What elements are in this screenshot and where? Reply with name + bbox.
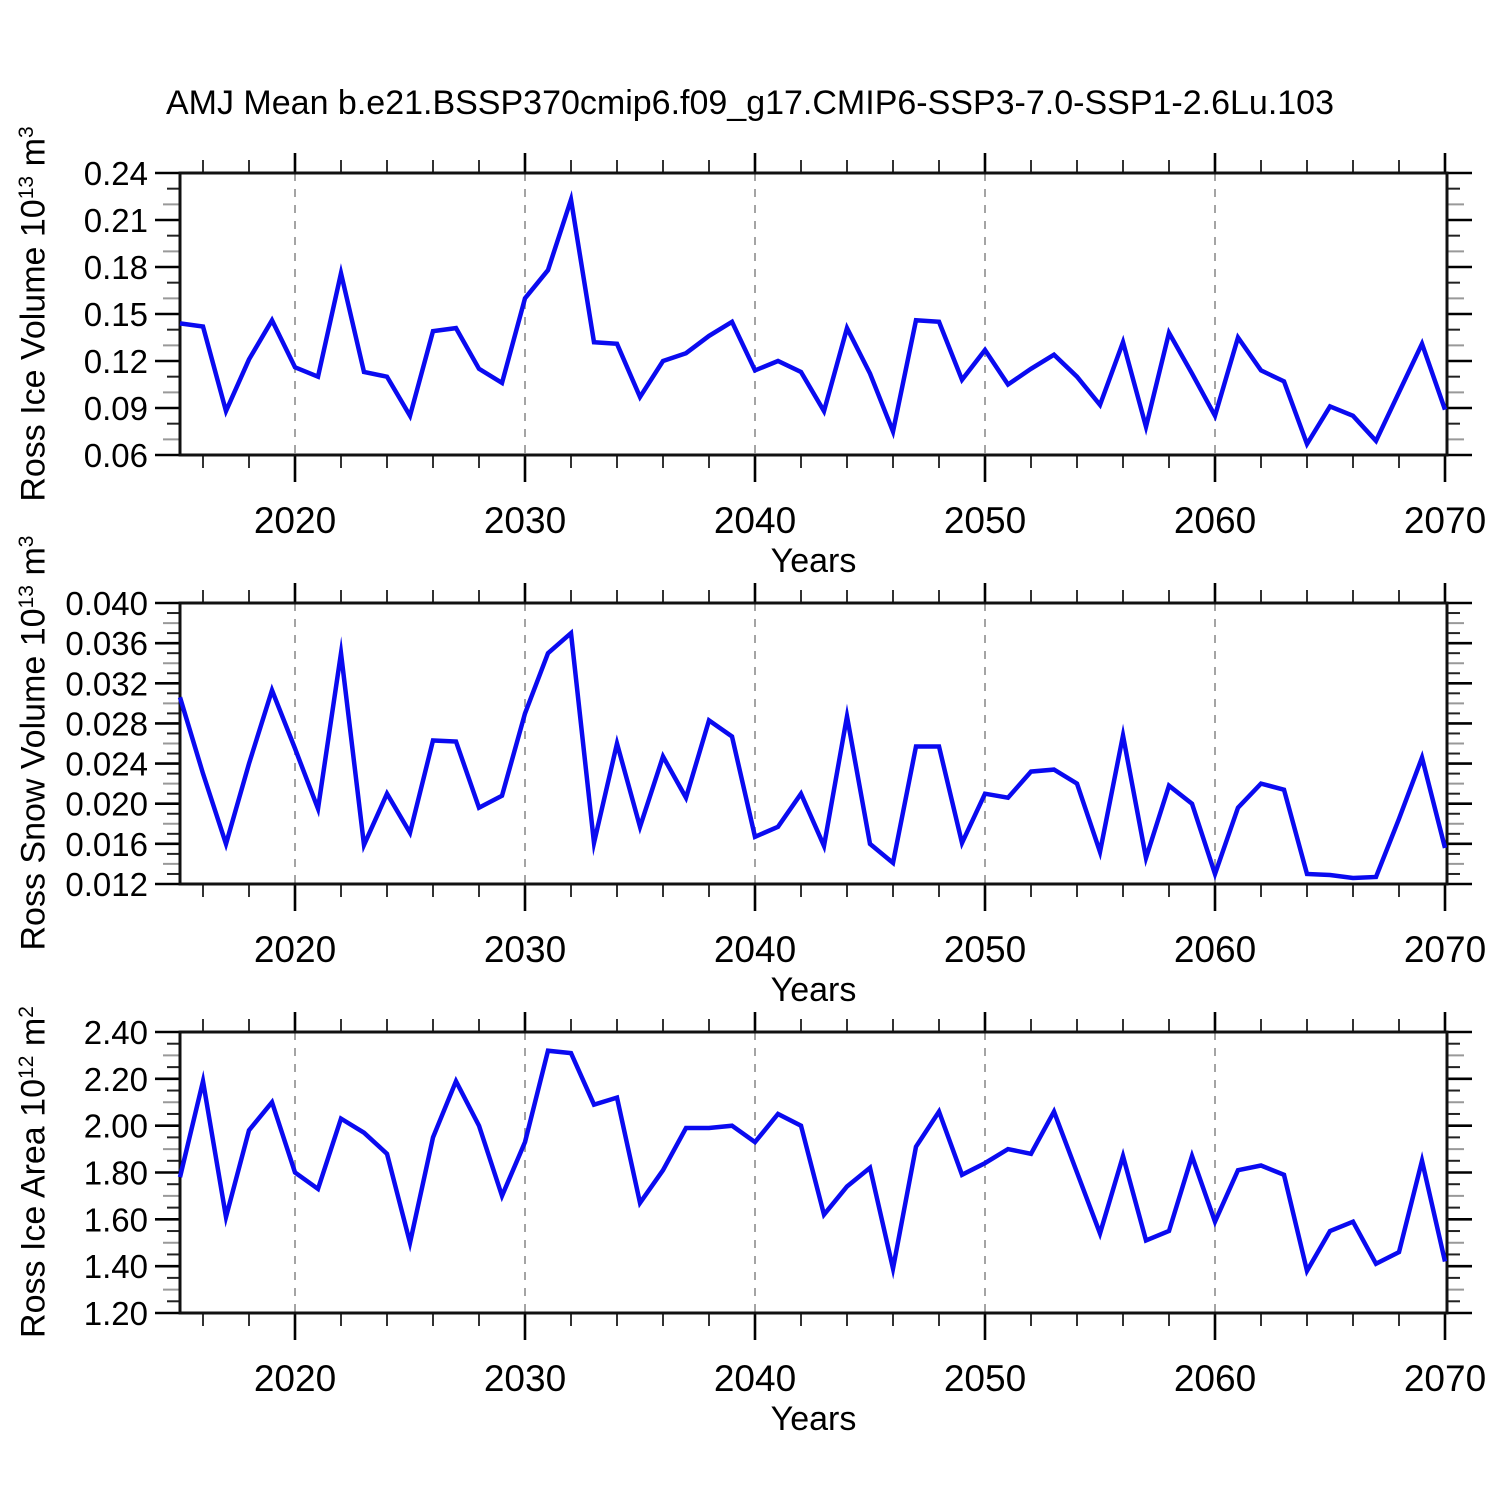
x-axis-title: Years <box>771 542 857 580</box>
y-tick-label: 0.012 <box>65 866 148 903</box>
y-tick-label: 0.12 <box>84 343 148 380</box>
y-tick-label: 0.020 <box>65 786 148 823</box>
y-tick-label: 0.040 <box>65 585 148 622</box>
x-tick-label: 2030 <box>484 1358 566 1399</box>
x-tick-label: 2030 <box>484 500 566 541</box>
y-tick-label: 2.40 <box>84 1014 148 1051</box>
ross-ice-volume-chart: 0.24 0.21 0.18 0.15 0.12 0.09 0.06 2020 2030 2040… <box>84 153 1486 580</box>
y-axis-title-unit-exponent: 2 <box>14 1006 38 1018</box>
plot-frame <box>178 171 1449 457</box>
x-tick-label: 2050 <box>944 500 1026 541</box>
x-tick-label: 2020 <box>254 929 336 970</box>
y-tick-label: 0.09 <box>84 390 148 427</box>
x-tick-label: 2060 <box>1174 500 1256 541</box>
y-tick-label: 0.18 <box>84 249 148 286</box>
x-tick-label: 2060 <box>1174 1358 1256 1399</box>
y-tick-label: 1.40 <box>84 1248 148 1285</box>
x-tick-label: 2060 <box>1174 929 1256 970</box>
x-axis-title: Years <box>771 1400 857 1438</box>
y-tick-label: 0.21 <box>84 202 148 239</box>
y-tick-label: 0.036 <box>65 625 148 662</box>
x-tick-label: 2040 <box>714 929 796 970</box>
y-axis-title-text: Ross Ice Volume 10 <box>14 199 53 502</box>
y-axis-title-unit-exponent: 3 <box>14 126 38 139</box>
y-axis-title-text: Ross Ice Area 10 <box>14 1079 53 1338</box>
y-axis-title-text: Ross Snow Volume 10 <box>14 608 53 951</box>
y-tick-label: 0.15 <box>84 296 148 333</box>
x-tick-label: 2040 <box>714 1358 796 1399</box>
ross-ice-area-chart: 2.40 2.20 2.00 1.80 1.60 1.40 1.20 2020 2030 2040… <box>84 1012 1486 1438</box>
y-tick-label: 0.024 <box>65 746 148 783</box>
x-tick-label: 2040 <box>714 500 796 541</box>
y-tick-label: 0.032 <box>65 665 148 702</box>
x-tick-label: 2030 <box>484 929 566 970</box>
x-tick-label: 2050 <box>944 929 1026 970</box>
y-axis-title-unit-exponent: 3 <box>14 535 38 548</box>
y-tick-label: 2.00 <box>84 1108 148 1145</box>
y-axis-title-ice-volume: Ross Ice Volume 1013 m3 <box>15 126 54 501</box>
y-axis-title-exponent: 13 <box>14 584 38 609</box>
y-tick-label: 2.20 <box>84 1061 148 1098</box>
y-tick-label: 0.016 <box>65 826 148 863</box>
x-tick-label: 2050 <box>944 1358 1026 1399</box>
y-axis-title-exponent: 13 <box>14 175 38 200</box>
x-tick-label: 2070 <box>1404 1358 1486 1399</box>
y-tick-label: 1.80 <box>84 1155 148 1192</box>
y-tick-label: 0.028 <box>65 705 148 742</box>
y-tick-label: 1.20 <box>84 1295 148 1332</box>
x-axis-title: Years <box>771 971 857 1009</box>
y-axis-title-unit: m <box>14 138 53 176</box>
y-axis-title-snow-volume: Ross Snow Volume 1013 m3 <box>15 535 54 950</box>
ross-ice-area-series-line <box>177 1048 1448 1280</box>
x-tick-label: 2070 <box>1404 500 1486 541</box>
x-tick-label: 2070 <box>1404 929 1486 970</box>
ross-ice-volume-series-line <box>179 190 1448 450</box>
y-tick-label: 0.06 <box>84 437 148 474</box>
figure-title: AMJ Mean b.e21.BSSP370cmip6.f09_g17.CMIP… <box>165 84 1334 122</box>
y-axis-title-unit: m <box>14 1017 53 1056</box>
x-tick-label: 2020 <box>254 1358 336 1399</box>
ross-snow-volume-series-line <box>177 628 1448 882</box>
y-tick-label: 1.60 <box>84 1201 148 1238</box>
y-axis-title-exponent: 12 <box>14 1055 38 1080</box>
y-axis-title-ice-area: Ross Ice Area 1012 m2 <box>15 1006 54 1338</box>
y-axis-title-unit: m <box>14 547 53 585</box>
x-tick-label: 2020 <box>254 500 336 541</box>
y-tick-label: 0.24 <box>84 155 148 192</box>
plot-frame <box>178 601 1449 886</box>
